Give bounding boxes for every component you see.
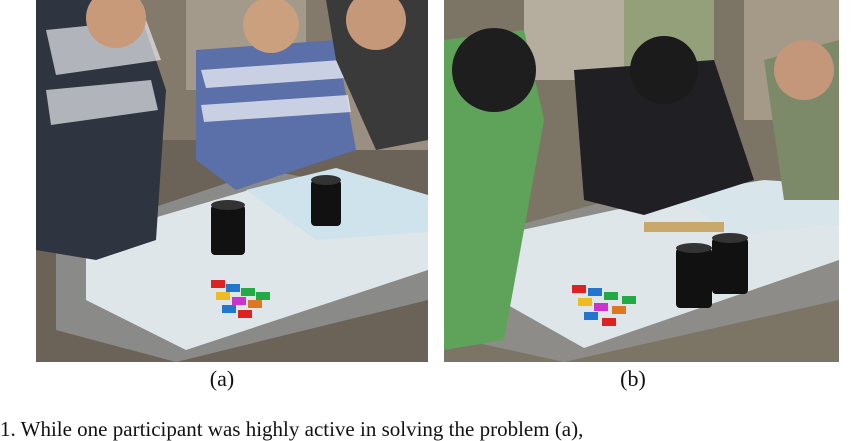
photo-a-image (36, 0, 428, 362)
panel-a-label: (a) (209, 366, 235, 391)
panel-b-label: (b) (620, 366, 646, 391)
photo-panel-b (444, 0, 839, 362)
photo-b-image (444, 0, 839, 362)
photo-panel-a (36, 0, 428, 362)
figure-caption: 1. While one participant was highly acti… (0, 417, 584, 441)
